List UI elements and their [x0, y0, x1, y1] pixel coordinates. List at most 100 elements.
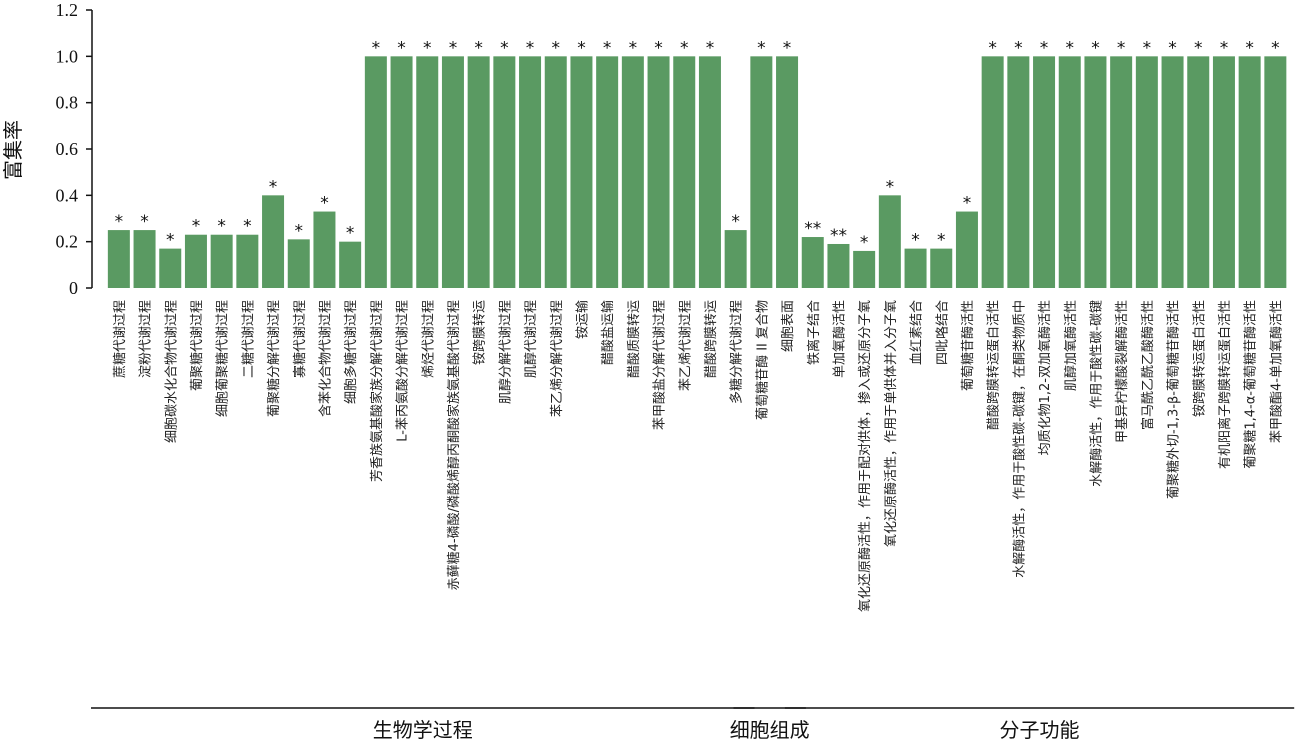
category-label: 烯烃代谢过程 — [420, 300, 436, 378]
significance-star: * — [757, 38, 766, 58]
bar — [1161, 56, 1184, 289]
bar — [878, 195, 901, 288]
significance-star: * — [783, 38, 792, 58]
significance-star: * — [217, 217, 226, 237]
y-tick-label: 0.4 — [56, 185, 79, 205]
category-label: 细胞多糖代谢过程 — [343, 300, 359, 404]
bar — [1264, 56, 1287, 289]
group-label: 分子功能 — [1000, 718, 1080, 742]
bar — [1033, 56, 1056, 289]
bar — [904, 248, 927, 288]
category-label: 细胞表面 — [781, 300, 796, 352]
significance-star: * — [320, 194, 329, 214]
bar — [287, 239, 310, 288]
significance-star: * — [1066, 38, 1075, 58]
bar — [364, 56, 387, 289]
significance-stars: * *** * ****** * * * * * * * * * * * * *** *** ** *** *** * * *… — [115, 38, 1280, 253]
significance-star: * — [603, 38, 612, 58]
bar — [107, 230, 130, 288]
category-label: 苯乙烯代谢过程 — [677, 300, 693, 391]
significance-star: * — [963, 194, 972, 214]
significance-star: ** — [804, 219, 821, 239]
significance-star: * — [140, 212, 149, 232]
significance-star: * — [860, 233, 869, 253]
category-label: 多糖分解代谢过程 — [729, 300, 745, 404]
y-tick-label: 1.2 — [56, 0, 79, 20]
bar — [673, 56, 696, 289]
significance-star: * — [526, 38, 535, 58]
category-label: 寡糖代谢过程 — [292, 300, 308, 378]
category-label: 苯甲酸酯4-单加氧酶活性 — [1268, 300, 1284, 443]
significance-star: * — [1245, 38, 1254, 58]
category-label: 含苯化合物代谢过程 — [317, 300, 333, 417]
bar — [776, 56, 799, 289]
bar — [313, 211, 336, 288]
significance-star: * — [577, 38, 586, 58]
bar — [544, 56, 567, 289]
category-label: 葡聚糖1,4-α-葡萄糖苷酶活性 — [1243, 300, 1259, 469]
significance-star: * — [449, 38, 458, 58]
significance-star: * — [1271, 38, 1280, 58]
significance-star: * — [295, 221, 304, 241]
category-label: 氧化还原酶活性，作用于配对供体，掺入或还原分子氧 — [857, 300, 873, 612]
category-label: 铁离子结合 — [806, 300, 822, 365]
category-label: L-苯丙氨酸分解代谢过程 — [395, 300, 411, 442]
bar — [1007, 56, 1030, 289]
significance-star: * — [1117, 38, 1126, 58]
y-tick-label: 0.6 — [56, 139, 79, 159]
bars — [107, 56, 1287, 289]
bar — [133, 230, 156, 288]
bar — [801, 237, 824, 288]
bar — [159, 248, 182, 288]
category-label: 细胞碳水化合物代谢过程 — [163, 300, 179, 443]
category-label: 肌醇分解代谢过程 — [497, 300, 513, 404]
category-label: 葡萄糖苷酶活性 — [960, 300, 976, 391]
bar — [1110, 56, 1133, 289]
bar — [647, 56, 670, 289]
bar — [724, 230, 747, 288]
category-label: 醋酸盐运输 — [600, 300, 616, 365]
significance-star: * — [911, 231, 920, 251]
bar — [467, 56, 490, 289]
category-label: 葡聚糖代谢过程 — [189, 300, 205, 391]
bar — [1187, 56, 1210, 289]
significance-star: * — [346, 224, 355, 244]
category-label: 蔗糖代谢过程 — [112, 300, 128, 378]
significance-star: * — [629, 38, 638, 58]
bar — [1084, 56, 1107, 289]
category-label: 四吡咯结合 — [935, 300, 950, 365]
bar — [930, 248, 953, 288]
significance-star: * — [115, 212, 124, 232]
y-axis: 0 0.2 0.4 0.6 0.8 1.0 1.2 — [56, 0, 93, 298]
bar — [955, 211, 978, 288]
category-groups: 生物学过程 细胞组成 分子功能 — [91, 707, 1295, 742]
significance-star: * — [706, 38, 715, 58]
significance-star: * — [886, 177, 895, 197]
significance-star: * — [192, 217, 201, 237]
significance-star: * — [474, 38, 483, 58]
category-label: 醋酸跨膜转运 — [703, 300, 719, 378]
y-axis-label: 富集率 — [1, 120, 25, 180]
bar — [210, 234, 233, 288]
bar — [621, 56, 644, 289]
significance-star: * — [1040, 38, 1049, 58]
bar — [1058, 56, 1081, 289]
category-label: 铵跨膜转运 — [473, 300, 488, 365]
significance-star: * — [166, 231, 175, 251]
significance-star: * — [1143, 38, 1152, 58]
category-label: 甲基异柠檬酸裂解酶活性 — [1114, 300, 1130, 443]
bar — [853, 250, 876, 288]
bar — [698, 56, 721, 289]
bar — [596, 56, 619, 289]
significance-star: * — [1194, 38, 1203, 58]
significance-star: * — [423, 38, 432, 58]
category-label: 芳香族氨基酸家族分解代谢过程 — [369, 300, 385, 482]
category-label: 醋酸跨膜转运蛋白活性 — [986, 300, 1002, 430]
significance-star: * — [1220, 38, 1229, 58]
category-label: 淀粉代谢过程 — [138, 300, 154, 378]
significance-star: * — [552, 38, 561, 58]
category-label: 单加氧酶活性 — [831, 300, 847, 378]
category-label: 葡聚糖分解代谢过程 — [266, 300, 282, 417]
significance-star: * — [937, 231, 946, 251]
group-label: 细胞组成 — [730, 718, 810, 742]
